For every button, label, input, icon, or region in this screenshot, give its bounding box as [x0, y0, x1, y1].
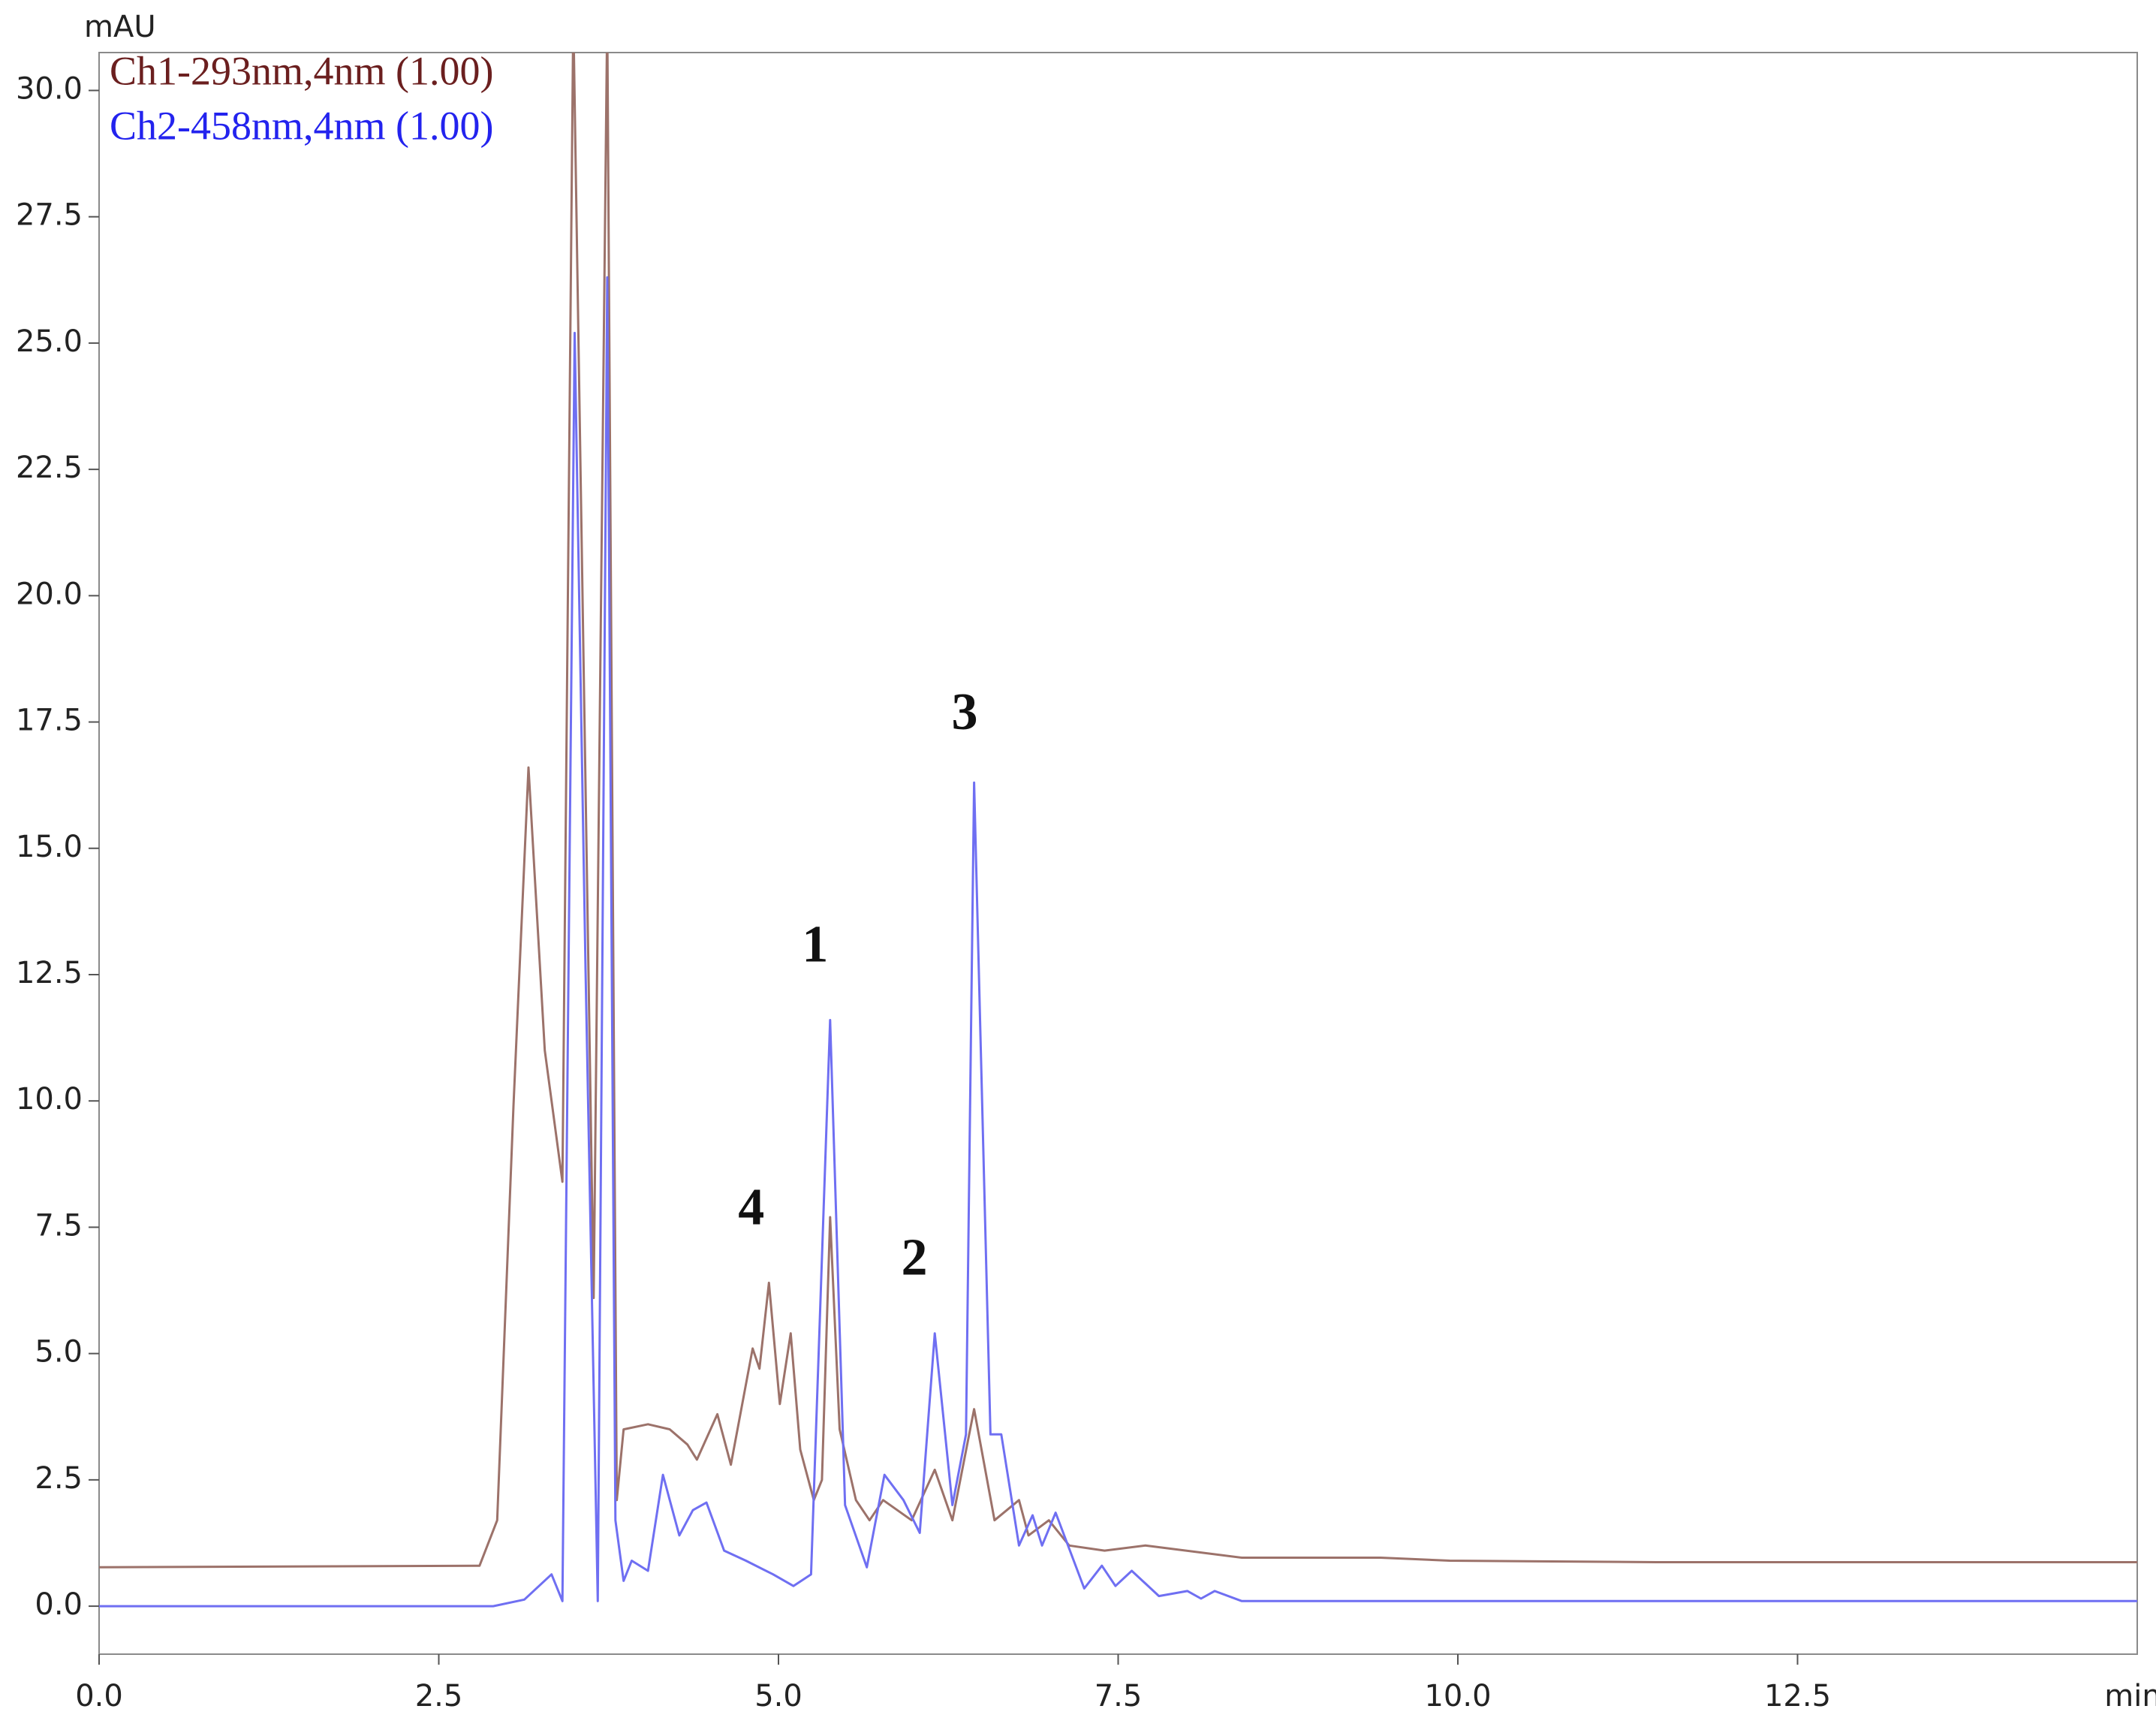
y-tick-label: 2.5	[35, 1461, 83, 1496]
y-tick-label: 12.5	[16, 956, 83, 990]
y-tick-label: 22.5	[16, 451, 83, 485]
traces	[99, 53, 2137, 1608]
x-axis-label: min	[2104, 1679, 2156, 1713]
x-tick-label: 10.0	[1424, 1679, 1491, 1713]
x-tick-label: 7.5	[1095, 1679, 1143, 1713]
y-tick-label: 10.0	[16, 1082, 83, 1117]
y-tick-label: 27.5	[16, 198, 83, 233]
y-tick-label: 20.0	[16, 577, 83, 611]
y-tick-label: 7.5	[35, 1208, 83, 1243]
peak-annotation: 2	[902, 1229, 928, 1287]
x-tick-label: 5.0	[754, 1679, 802, 1713]
peak-annotation: 4	[738, 1178, 764, 1236]
x-tick-label: 0.0	[75, 1679, 123, 1713]
y-tick-label: 0.0	[35, 1587, 83, 1622]
x-tick-label: 12.5	[1764, 1679, 1831, 1713]
trace-line	[99, 276, 2137, 1608]
legend-entry: Ch1-293nm,4nm (1.00)	[110, 48, 493, 93]
x-tick-label: 2.5	[415, 1679, 463, 1713]
y-axis-label: mAU	[84, 10, 156, 44]
y-tick-label: 5.0	[35, 1335, 83, 1370]
y-tick-label: 25.0	[16, 324, 83, 359]
y-tick-label: 17.5	[16, 704, 83, 738]
trace-line	[99, 53, 2137, 1569]
peak-annotation: 1	[802, 915, 828, 973]
y-tick-label: 15.0	[16, 830, 83, 864]
legend-entry: Ch2-458nm,4nm (1.00)	[110, 103, 493, 148]
peak-annotation: 3	[951, 683, 977, 741]
y-tick-label: 30.0	[16, 71, 83, 106]
